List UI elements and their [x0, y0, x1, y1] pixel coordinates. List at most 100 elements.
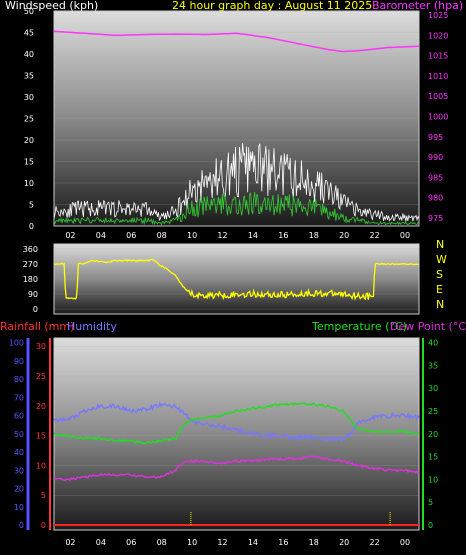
wind-grid: [54, 10, 419, 227]
temp-x-tick-label: 22: [369, 538, 379, 547]
temp-x-tick-label: 12: [217, 538, 227, 547]
wind-x-tick-label: 08: [157, 231, 167, 240]
rain-tick-label: 20: [36, 402, 46, 411]
temperature-tick-label: 0: [428, 521, 433, 530]
temperature-line: [53, 402, 420, 445]
temperature-tick-label: 15: [428, 453, 438, 462]
wind-x-tick-label: 04: [96, 231, 106, 240]
wind-x-tick-label: 12: [217, 231, 227, 240]
humidity-tick-label: 100: [9, 339, 24, 348]
temp-x-tick-label: 06: [126, 538, 136, 547]
wind-x-tick-label: 22: [369, 231, 379, 240]
temperature-tick-label: 5: [428, 498, 433, 507]
direction-y-tick-label: 0: [33, 305, 38, 314]
humidity-tick-label: 50: [14, 430, 24, 439]
wind-x-tick-label: 18: [309, 231, 319, 240]
direction-y-tick-label: 270: [23, 260, 38, 269]
temp-x-tick-labels: 02 04 06 08 10 12 14 16 18 20 22 00: [65, 538, 410, 547]
wind-direction-line: [53, 258, 420, 301]
humidity-tick-label: 0: [19, 521, 24, 530]
humidity-tick-label: 40: [14, 448, 24, 457]
wind-y-tick-label: 10: [24, 179, 34, 188]
pressure-y-tick-label: 1005: [428, 92, 448, 101]
wind-y-tick-label: 25: [24, 115, 34, 124]
temp-x-tick-label: 16: [278, 538, 288, 547]
direction-y-tick-label: 90: [28, 290, 38, 299]
wind-x-tick-label: 00: [400, 231, 410, 240]
temp-x-tick-label: 20: [339, 538, 349, 547]
rainfall-label: Rainfall (mm): [0, 320, 74, 333]
humidity-line: [53, 401, 420, 443]
wind-x-tick-label: 14: [248, 231, 258, 240]
humidity-tick-label: 90: [14, 357, 24, 366]
barometer-label: Barometer (hpa): [372, 0, 463, 12]
temp-x-tick-label: 00: [400, 538, 410, 547]
wind-y-tick-label: 35: [24, 72, 34, 81]
wind-average-line: [53, 191, 420, 226]
humidity-tick-label: 60: [14, 412, 24, 421]
dewpoint-line: [53, 454, 420, 482]
compass-label: E: [436, 283, 443, 296]
temp-x-tick-label: 14: [248, 538, 258, 547]
temperature-label: Temperature (°C): [311, 320, 407, 333]
wind-y-tick-label: 45: [24, 29, 34, 38]
rain-tick-label: 5: [41, 491, 46, 500]
pressure-y-tick-label: 1000: [428, 112, 448, 121]
pressure-series: [53, 30, 420, 53]
pressure-y-tick-label: 1010: [428, 72, 448, 81]
wind-x-tick-labels: 02 04 06 08 10 12 14 16 18 20 22 00: [65, 231, 410, 240]
humidity-tick-label: 10: [14, 503, 24, 512]
temp-humidity-panel: Rainfall (mm) Humidity Temperature (°C) …: [0, 320, 466, 547]
wind-gust-line: [53, 143, 420, 222]
wind-y-tick-label: 15: [24, 158, 34, 167]
compass-label: N: [436, 298, 444, 311]
pressure-y-tick-label: 1015: [428, 52, 448, 61]
wind-x-tick-label: 16: [278, 231, 288, 240]
wind-y-tick-label: 50: [24, 7, 34, 16]
temperature-tick-label: 10: [428, 475, 438, 484]
temp-axes: 0 10 20 30 40 50 60 70 80 90 100 0 5 10 15 20 25 30 0 5 10 15…: [9, 338, 438, 530]
temperature-tick-label: 30: [428, 384, 438, 393]
wind-x-tick-label: 20: [339, 231, 349, 240]
temperature-tick-label: 35: [428, 361, 438, 370]
direction-tick-labels: 360 270 180 90 0: [23, 245, 38, 314]
compass-label: N: [436, 238, 444, 251]
temp-x-tick-label: 18: [309, 538, 319, 547]
pressure-y-tick-label: 990: [428, 153, 443, 162]
humidity-tick-label: 30: [14, 466, 24, 475]
temp-x-tick-label: 10: [187, 538, 197, 547]
pressure-y-tick-label: 985: [428, 173, 443, 182]
compass-label: W: [436, 253, 447, 266]
temperature-tick-label: 20: [428, 430, 438, 439]
graph-title: 24 hour graph day : August 11 2025: [172, 0, 372, 12]
barometer-line: [53, 30, 420, 53]
humidity-label: Humidity: [67, 320, 117, 333]
wind-y-tick-label: 30: [24, 93, 34, 102]
temp-plot-area: [53, 337, 420, 531]
temp-x-tick-label: 02: [65, 538, 75, 547]
humidity-tick-label: 70: [14, 393, 24, 402]
rain-tick-label: 25: [36, 372, 46, 381]
pressure-right-tick-labels: 975 980 985 990 995 1000 1005 1010 1015 1020 1025: [428, 11, 448, 223]
rain-tick-label: 15: [36, 432, 46, 441]
humidity-tick-label: 20: [14, 485, 24, 494]
wind-series: [53, 143, 420, 226]
direction-y-tick-label: 360: [23, 245, 38, 254]
temp-x-tick-label: 04: [96, 538, 106, 547]
temperature-tick-label: 25: [428, 407, 438, 416]
wind-y-tick-label: 20: [24, 136, 34, 145]
wind-x-tick-label: 02: [65, 231, 75, 240]
windspeed-label: Windspeed (kph): [5, 0, 98, 12]
temp-humidity-series: [53, 401, 420, 526]
wind-y-tick-label: 5: [29, 201, 34, 210]
pressure-y-tick-label: 975: [428, 214, 443, 223]
pressure-y-tick-label: 995: [428, 133, 443, 142]
wind-direction-series: [53, 258, 420, 301]
pressure-y-tick-label: 1025: [428, 11, 448, 20]
humidity-tick-label: 80: [14, 375, 24, 384]
temperature-tick-label: 40: [428, 339, 438, 348]
